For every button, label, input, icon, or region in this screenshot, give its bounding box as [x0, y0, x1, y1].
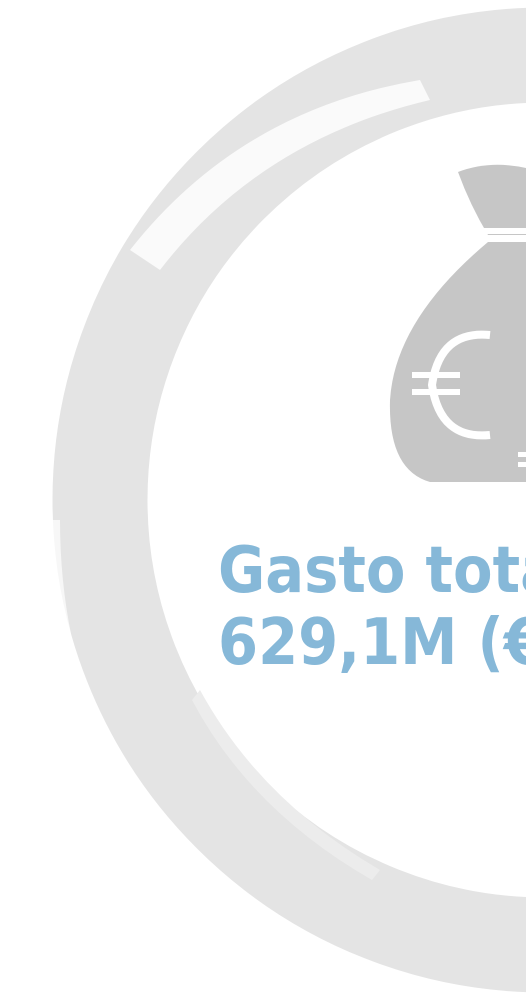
brush-stroke [192, 690, 380, 880]
total-value: 629,1M (€) [218, 606, 526, 680]
ring [52, 7, 526, 993]
bag-detail [518, 452, 526, 457]
brush-ring [49, 7, 526, 993]
bag-detail [518, 462, 526, 467]
money-bag-icon [389, 164, 526, 482]
bag-tie [484, 228, 526, 234]
brush-gap [49, 520, 160, 840]
bag-body [389, 242, 526, 482]
euro-arc [427, 330, 491, 440]
title: Gasto total [218, 534, 526, 608]
bag-neck [458, 164, 526, 235]
brush-gap [130, 80, 430, 270]
